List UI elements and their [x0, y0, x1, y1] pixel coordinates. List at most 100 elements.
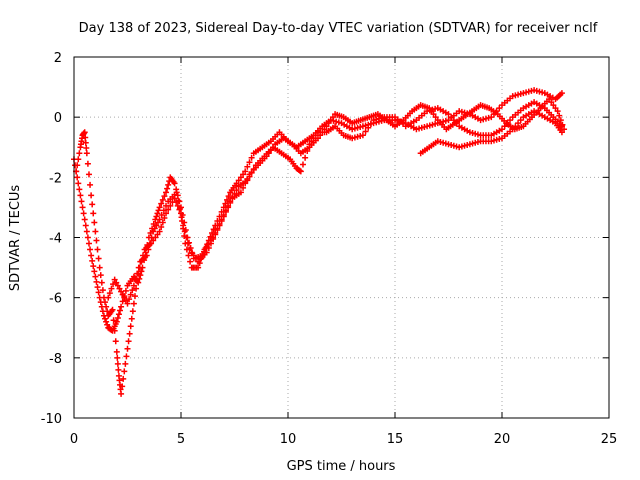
- y-tick-label: -6: [49, 292, 62, 307]
- data-point: [83, 145, 90, 152]
- data-point: [158, 200, 165, 207]
- data-point: [546, 96, 553, 103]
- data-point: [82, 222, 89, 229]
- plot-frame: [73, 56, 610, 419]
- data-point: [122, 287, 129, 294]
- data-point: [84, 234, 91, 241]
- data-point: [246, 159, 253, 166]
- data-point: [242, 168, 249, 175]
- data-point: [561, 126, 568, 133]
- data-point: [222, 208, 229, 215]
- data-point: [122, 297, 129, 304]
- data-point: [362, 128, 369, 135]
- data-point: [488, 114, 495, 121]
- data-point: [119, 291, 126, 298]
- data-point: [127, 323, 134, 330]
- data-point: [111, 327, 118, 334]
- data-point: [118, 390, 125, 397]
- data-point: [192, 255, 199, 262]
- data-point: [89, 257, 96, 264]
- data-point: [118, 288, 125, 295]
- data-point: [93, 278, 100, 285]
- data-point: [159, 196, 166, 203]
- data-point: [156, 204, 163, 211]
- data-point: [80, 210, 87, 217]
- data-point: [186, 246, 193, 253]
- data-point: [153, 213, 160, 220]
- data-point: [178, 214, 185, 221]
- x-tick-label: 20: [494, 432, 511, 447]
- data-point: [95, 255, 102, 262]
- data-point: [109, 306, 116, 313]
- data-point: [148, 234, 155, 241]
- data-point: [117, 307, 124, 314]
- data-point: [110, 317, 117, 324]
- y-tick-label: -10: [41, 412, 62, 427]
- data-point: [97, 272, 104, 279]
- data-point: [133, 285, 140, 292]
- data-point: [76, 186, 83, 193]
- x-tick-label: 25: [601, 432, 618, 447]
- data-point: [98, 279, 105, 286]
- data-point: [143, 252, 150, 259]
- data-point: [91, 219, 98, 226]
- data-point: [176, 198, 183, 205]
- x-tick-label: 10: [280, 432, 297, 447]
- data-point: [127, 291, 134, 298]
- data-point: [184, 240, 191, 247]
- data-point: [102, 315, 109, 322]
- data-point: [115, 366, 122, 373]
- data-point: [85, 240, 92, 247]
- data-point: [84, 160, 91, 167]
- data-point: [82, 139, 89, 146]
- data-point: [302, 154, 309, 161]
- data-point: [113, 318, 120, 325]
- data-point: [124, 300, 131, 307]
- data-point: [557, 117, 564, 124]
- data-point: [556, 112, 563, 119]
- data-point: [212, 231, 219, 238]
- data-point: [554, 108, 561, 115]
- data-point: [496, 105, 503, 112]
- data-point: [156, 228, 163, 235]
- data-point: [128, 315, 135, 322]
- data-point: [220, 213, 227, 220]
- data-point: [515, 120, 522, 127]
- data-point: [428, 108, 435, 115]
- data-point: [110, 281, 117, 288]
- data-point: [120, 375, 127, 382]
- data-point: [205, 245, 212, 252]
- y-tick-label: -8: [49, 352, 62, 367]
- data-point: [81, 216, 88, 223]
- data-point: [201, 246, 208, 253]
- data-point: [82, 134, 89, 141]
- data-point: [180, 222, 187, 229]
- data-point: [145, 246, 152, 253]
- data-point: [233, 187, 240, 194]
- data-point: [123, 353, 130, 360]
- data-point: [161, 193, 168, 200]
- data-point: [83, 150, 90, 157]
- data-point: [314, 135, 321, 142]
- data-point: [176, 205, 183, 212]
- data-point: [327, 117, 334, 124]
- data-point: [156, 216, 163, 223]
- data-point: [150, 228, 157, 235]
- data-point: [122, 360, 129, 367]
- x-axis-label: GPS time / hours: [287, 459, 396, 474]
- data-point: [550, 102, 557, 109]
- data-point: [75, 156, 82, 163]
- data-point: [321, 126, 328, 133]
- data-point: [129, 308, 136, 315]
- data-point: [104, 321, 111, 328]
- data-point: [163, 202, 170, 209]
- chart-title: Day 138 of 2023, Sidereal Day-to-day VTE…: [79, 21, 598, 36]
- data-point: [158, 223, 165, 230]
- data-point: [296, 167, 303, 174]
- data-point: [430, 111, 437, 118]
- x-tick-labels: 0 5 10 15 20 25: [70, 432, 617, 447]
- data-point: [89, 201, 96, 208]
- data-point: [115, 311, 122, 318]
- data-point: [74, 174, 81, 181]
- data-point: [154, 210, 161, 217]
